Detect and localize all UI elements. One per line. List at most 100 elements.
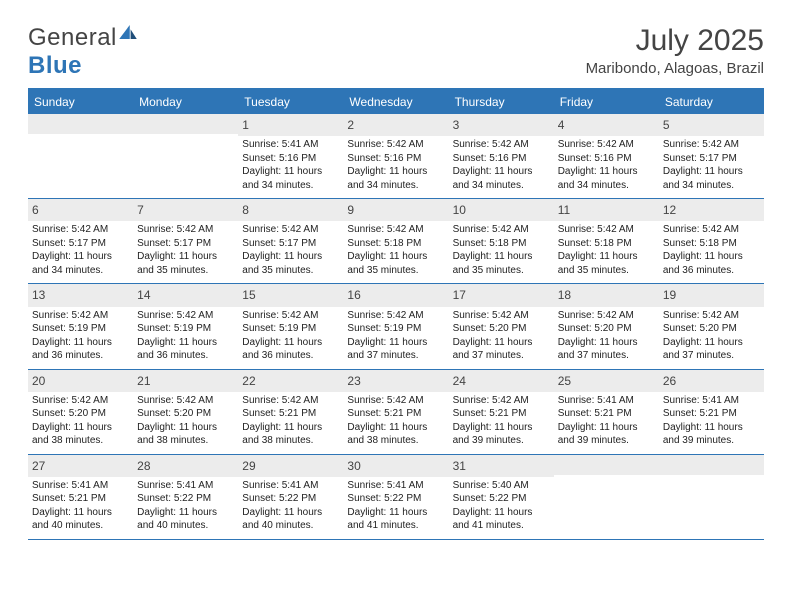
day-number: 20 [28, 370, 133, 392]
calendar-body: 1Sunrise: 5:41 AMSunset: 5:16 PMDaylight… [28, 114, 764, 540]
week-row: 13Sunrise: 5:42 AMSunset: 5:19 PMDayligh… [28, 284, 764, 369]
day-details: Sunrise: 5:42 AMSunset: 5:21 PMDaylight:… [449, 394, 554, 448]
day-cell: 30Sunrise: 5:41 AMSunset: 5:22 PMDayligh… [343, 455, 448, 539]
day-cell: 21Sunrise: 5:42 AMSunset: 5:20 PMDayligh… [133, 370, 238, 454]
day-cell: 24Sunrise: 5:42 AMSunset: 5:21 PMDayligh… [449, 370, 554, 454]
day-cell: 15 Sunrise: 5:42 AMSunset: 5:19 PMDayligh… [238, 284, 343, 368]
day-cell: 19Sunrise: 5:42 AMSunset: 5:20 PMDayligh… [659, 284, 764, 368]
empty-day-cell [133, 114, 238, 198]
location-text: Maribondo, Alagoas, Brazil [586, 60, 764, 77]
empty-daynum-bar [28, 114, 133, 134]
brand-logo: General Blue [28, 24, 137, 80]
day-number: 9 [343, 199, 448, 221]
day-number: 16 [343, 284, 448, 306]
weekday-header: Thursday [449, 90, 554, 114]
day-details: Sunrise: 5:42 AMSunset: 5:19 PMDaylight:… [133, 309, 238, 363]
weekday-header: Sunday [28, 90, 133, 114]
day-details: Sunrise: 5:42 AMSunset: 5:16 PMDaylight:… [554, 138, 659, 192]
day-number: 17 [449, 284, 554, 306]
day-details: Sunrise: 5:42 AMSunset: 5:20 PMDaylight:… [28, 394, 133, 448]
day-cell: 2Sunrise: 5:42 AMSunset: 5:16 PMDaylight… [343, 114, 448, 198]
week-row: 27Sunrise: 5:41 AMSunset: 5:21 PMDayligh… [28, 455, 764, 540]
day-cell: 22Sunrise: 5:42 AMSunset: 5:21 PMDayligh… [238, 370, 343, 454]
day-details: Sunrise: 5:42 AMSunset: 5:19 PMDaylight:… [238, 309, 343, 363]
day-number: 18 [554, 284, 659, 306]
day-details: Sunrise: 5:42 AMSunset: 5:20 PMDaylight:… [659, 309, 764, 363]
day-details: Sunrise: 5:42 AMSunset: 5:18 PMDaylight:… [343, 223, 448, 277]
day-number: 22 [238, 370, 343, 392]
calendar-page: General Blue July 2025 Maribondo, Alagoa… [0, 0, 792, 564]
day-details: Sunrise: 5:42 AMSunset: 5:21 PMDaylight:… [238, 394, 343, 448]
day-details: Sunrise: 5:41 AMSunset: 5:21 PMDaylight:… [28, 479, 133, 533]
day-details: Sunrise: 5:42 AMSunset: 5:17 PMDaylight:… [238, 223, 343, 277]
day-number: 7 [133, 199, 238, 221]
day-cell: 3Sunrise: 5:42 AMSunset: 5:16 PMDaylight… [449, 114, 554, 198]
day-cell: 5Sunrise: 5:42 AMSunset: 5:17 PMDaylight… [659, 114, 764, 198]
day-number: 26 [659, 370, 764, 392]
day-cell: 17 Sunrise: 5:42 AMSunset: 5:20 PMDayligh… [449, 284, 554, 368]
day-number: 14 [133, 284, 238, 306]
day-number: 30 [343, 455, 448, 477]
weekday-header: Friday [554, 90, 659, 114]
empty-day-cell [554, 455, 659, 539]
day-details: Sunrise: 5:41 AMSunset: 5:22 PMDaylight:… [238, 479, 343, 533]
weekday-header-row: SundayMondayTuesdayWednesdayThursdayFrid… [28, 90, 764, 114]
day-details: Sunrise: 5:42 AMSunset: 5:20 PMDaylight:… [554, 309, 659, 363]
day-details: Sunrise: 5:42 AMSunset: 5:17 PMDaylight:… [28, 223, 133, 277]
day-details: Sunrise: 5:42 AMSunset: 5:21 PMDaylight:… [343, 394, 448, 448]
day-cell: 12Sunrise: 5:42 AMSunset: 5:18 PMDayligh… [659, 199, 764, 283]
day-number: 5 [659, 114, 764, 136]
day-number: 27 [28, 455, 133, 477]
week-row: 20Sunrise: 5:42 AMSunset: 5:20 PMDayligh… [28, 370, 764, 455]
day-number: 1 [238, 114, 343, 136]
sail-icon [119, 25, 137, 39]
day-cell: 1Sunrise: 5:41 AMSunset: 5:16 PMDaylight… [238, 114, 343, 198]
day-number: 29 [238, 455, 343, 477]
day-details: Sunrise: 5:41 AMSunset: 5:22 PMDaylight:… [343, 479, 448, 533]
day-cell: 31Sunrise: 5:40 AMSunset: 5:22 PMDayligh… [449, 455, 554, 539]
day-details: Sunrise: 5:42 AMSunset: 5:18 PMDaylight:… [554, 223, 659, 277]
day-details: Sunrise: 5:42 AMSunset: 5:19 PMDaylight:… [343, 309, 448, 363]
day-cell: 16 Sunrise: 5:42 AMSunset: 5:19 PMDayligh… [343, 284, 448, 368]
day-number: 4 [554, 114, 659, 136]
empty-daynum-bar [133, 114, 238, 134]
day-number: 24 [449, 370, 554, 392]
day-cell: 20Sunrise: 5:42 AMSunset: 5:20 PMDayligh… [28, 370, 133, 454]
day-number: 11 [554, 199, 659, 221]
brand-part2: Blue [28, 52, 82, 79]
weekday-header: Saturday [659, 90, 764, 114]
weekday-header: Wednesday [343, 90, 448, 114]
calendar: SundayMondayTuesdayWednesdayThursdayFrid… [28, 88, 764, 540]
day-number: 31 [449, 455, 554, 477]
day-number: 15 [238, 284, 343, 306]
day-number: 6 [28, 199, 133, 221]
day-details: Sunrise: 5:42 AMSunset: 5:20 PMDaylight:… [449, 309, 554, 363]
title-block: July 2025 Maribondo, Alagoas, Brazil [586, 24, 764, 77]
month-title: July 2025 [586, 24, 764, 58]
day-cell: 10Sunrise: 5:42 AMSunset: 5:18 PMDayligh… [449, 199, 554, 283]
day-details: Sunrise: 5:41 AMSunset: 5:21 PMDaylight:… [659, 394, 764, 448]
brand-part1: General [28, 24, 117, 51]
day-cell: 13Sunrise: 5:42 AMSunset: 5:19 PMDayligh… [28, 284, 133, 368]
empty-day-cell [659, 455, 764, 539]
empty-day-cell [28, 114, 133, 198]
empty-daynum-bar [659, 455, 764, 475]
header: General Blue July 2025 Maribondo, Alagoa… [28, 24, 764, 80]
day-number: 2 [343, 114, 448, 136]
week-row: 6Sunrise: 5:42 AMSunset: 5:17 PMDaylight… [28, 199, 764, 284]
day-cell: 18 Sunrise: 5:42 AMSunset: 5:20 PMDayligh… [554, 284, 659, 368]
day-details: Sunrise: 5:42 AMSunset: 5:18 PMDaylight:… [659, 223, 764, 277]
day-details: Sunrise: 5:42 AMSunset: 5:17 PMDaylight:… [133, 223, 238, 277]
empty-daynum-bar [554, 455, 659, 475]
day-cell: 14 Sunrise: 5:42 AMSunset: 5:19 PMDayligh… [133, 284, 238, 368]
day-number: 13 [28, 284, 133, 306]
day-details: Sunrise: 5:42 AMSunset: 5:17 PMDaylight:… [659, 138, 764, 192]
day-details: Sunrise: 5:41 AMSunset: 5:16 PMDaylight:… [238, 138, 343, 192]
day-number: 23 [343, 370, 448, 392]
day-number: 8 [238, 199, 343, 221]
day-details: Sunrise: 5:41 AMSunset: 5:21 PMDaylight:… [554, 394, 659, 448]
day-details: Sunrise: 5:42 AMSunset: 5:20 PMDaylight:… [133, 394, 238, 448]
day-number: 3 [449, 114, 554, 136]
day-cell: 26Sunrise: 5:41 AMSunset: 5:21 PMDayligh… [659, 370, 764, 454]
day-details: Sunrise: 5:42 AMSunset: 5:18 PMDaylight:… [449, 223, 554, 277]
